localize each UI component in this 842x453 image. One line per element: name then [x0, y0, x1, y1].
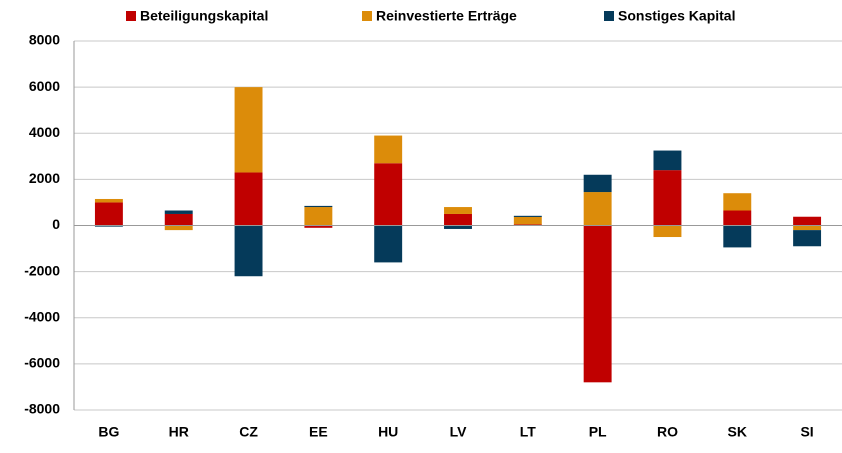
x-tick-label: RO: [657, 424, 678, 440]
bar-segment: [94, 202, 123, 226]
y-tick-label: -8000: [24, 401, 60, 417]
bar-segment: [793, 225, 822, 231]
bar-segment: [304, 207, 333, 226]
bar-segment: [653, 225, 682, 238]
legend-swatch: [126, 11, 136, 21]
bar-segment: [234, 225, 263, 277]
x-tick-label: SK: [728, 424, 747, 440]
legend-swatch: [362, 11, 372, 21]
y-tick-label: 0: [52, 216, 60, 232]
y-tick-label: 8000: [29, 32, 60, 48]
legend-label: Beteiligungskapital: [140, 8, 268, 24]
x-tick-label: BG: [98, 424, 119, 440]
legend-swatch: [604, 11, 614, 21]
bar-segment: [653, 150, 682, 171]
y-tick-label: -2000: [24, 262, 60, 278]
bar-segment: [234, 172, 263, 226]
bar-segment: [164, 213, 193, 226]
x-tick-label: EE: [309, 424, 328, 440]
bar-segment: [164, 210, 193, 214]
bar-segment: [513, 216, 542, 225]
bar-segment: [793, 230, 822, 247]
bar-segment: [304, 225, 333, 228]
x-tick-label: CZ: [239, 424, 258, 440]
bar-segment: [723, 210, 752, 226]
bar-segment: [234, 87, 263, 173]
bar-segment: [374, 163, 403, 226]
x-tick-label: HU: [378, 424, 398, 440]
legend-label: Reinvestierte Erträge: [376, 8, 517, 24]
x-tick-label: SI: [800, 424, 813, 440]
bar-segment: [653, 170, 682, 226]
bar-segment: [94, 198, 123, 203]
x-tick-label: LV: [450, 424, 468, 440]
bar-segment: [583, 174, 612, 193]
legend-label: Sonstiges Kapital: [618, 8, 735, 24]
bar-segment: [513, 224, 542, 226]
y-tick-label: 4000: [29, 124, 60, 140]
bar-segment: [444, 225, 472, 229]
bar-segment: [444, 207, 472, 214]
y-tick-label: 2000: [29, 170, 60, 186]
y-tick-label: -4000: [24, 308, 60, 324]
bar-segment: [583, 192, 612, 226]
bar-segment: [723, 225, 752, 248]
bar-segment: [94, 225, 123, 227]
y-tick-label: -6000: [24, 355, 60, 371]
bar-segment: [304, 205, 333, 208]
x-tick-label: LT: [520, 424, 537, 440]
y-tick-label: 6000: [29, 78, 60, 94]
bar-segment: [374, 135, 403, 164]
x-tick-label: HR: [169, 424, 189, 440]
bar-segment: [723, 193, 752, 211]
bar-segment: [164, 225, 193, 231]
bar-segment: [583, 225, 612, 383]
x-tick-label: PL: [589, 424, 607, 440]
bar-segment: [793, 216, 822, 226]
bar-segment: [374, 225, 403, 263]
bar-segment: [444, 213, 472, 226]
bar-segment: [513, 215, 542, 217]
